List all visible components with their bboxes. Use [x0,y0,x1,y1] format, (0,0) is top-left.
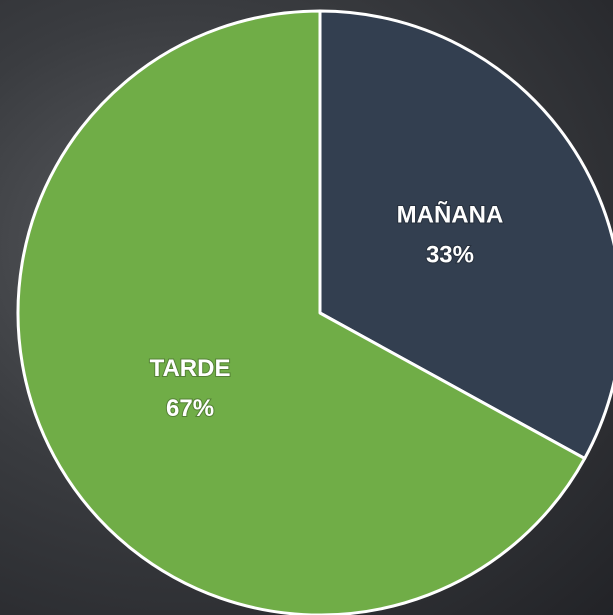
page: {"chart_data": {"type": "pie", "categori… [0,0,613,615]
chart: MAÑANA 33% TARDE 67% [0,0,613,615]
slice-label: MAÑANA [397,200,504,228]
slice-value-label: 67% [166,395,214,422]
slice-label: TARDE [150,355,231,382]
slice-value-label: 33% [426,241,474,268]
